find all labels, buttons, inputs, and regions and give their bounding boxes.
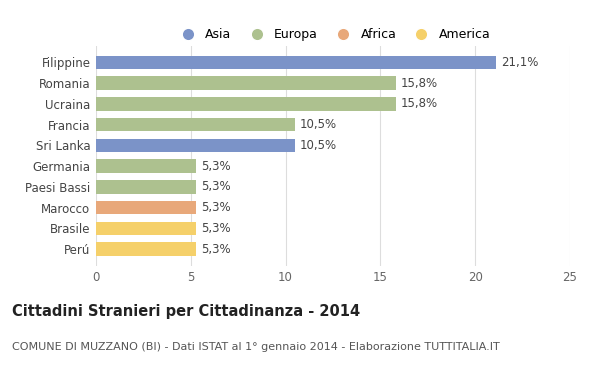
Text: 10,5%: 10,5% xyxy=(300,118,337,131)
Text: Cittadini Stranieri per Cittadinanza - 2014: Cittadini Stranieri per Cittadinanza - 2… xyxy=(12,304,360,319)
Bar xyxy=(96,76,395,90)
Bar xyxy=(96,118,295,131)
Bar xyxy=(96,55,496,69)
Bar xyxy=(96,97,395,111)
Text: 5,3%: 5,3% xyxy=(201,201,231,214)
Text: 21,1%: 21,1% xyxy=(501,56,538,69)
Bar xyxy=(96,242,196,256)
Text: 15,8%: 15,8% xyxy=(400,77,437,90)
Bar xyxy=(96,139,295,152)
Text: 5,3%: 5,3% xyxy=(201,160,231,173)
Bar xyxy=(96,201,196,214)
Bar xyxy=(96,222,196,235)
Bar xyxy=(96,160,196,173)
Text: 10,5%: 10,5% xyxy=(300,139,337,152)
Legend: Asia, Europa, Africa, America: Asia, Europa, Africa, America xyxy=(170,23,496,46)
Bar xyxy=(96,180,196,194)
Text: 5,3%: 5,3% xyxy=(201,222,231,235)
Text: 5,3%: 5,3% xyxy=(201,180,231,193)
Text: 15,8%: 15,8% xyxy=(400,97,437,111)
Text: COMUNE DI MUZZANO (BI) - Dati ISTAT al 1° gennaio 2014 - Elaborazione TUTTITALIA: COMUNE DI MUZZANO (BI) - Dati ISTAT al 1… xyxy=(12,342,500,352)
Text: 5,3%: 5,3% xyxy=(201,243,231,256)
